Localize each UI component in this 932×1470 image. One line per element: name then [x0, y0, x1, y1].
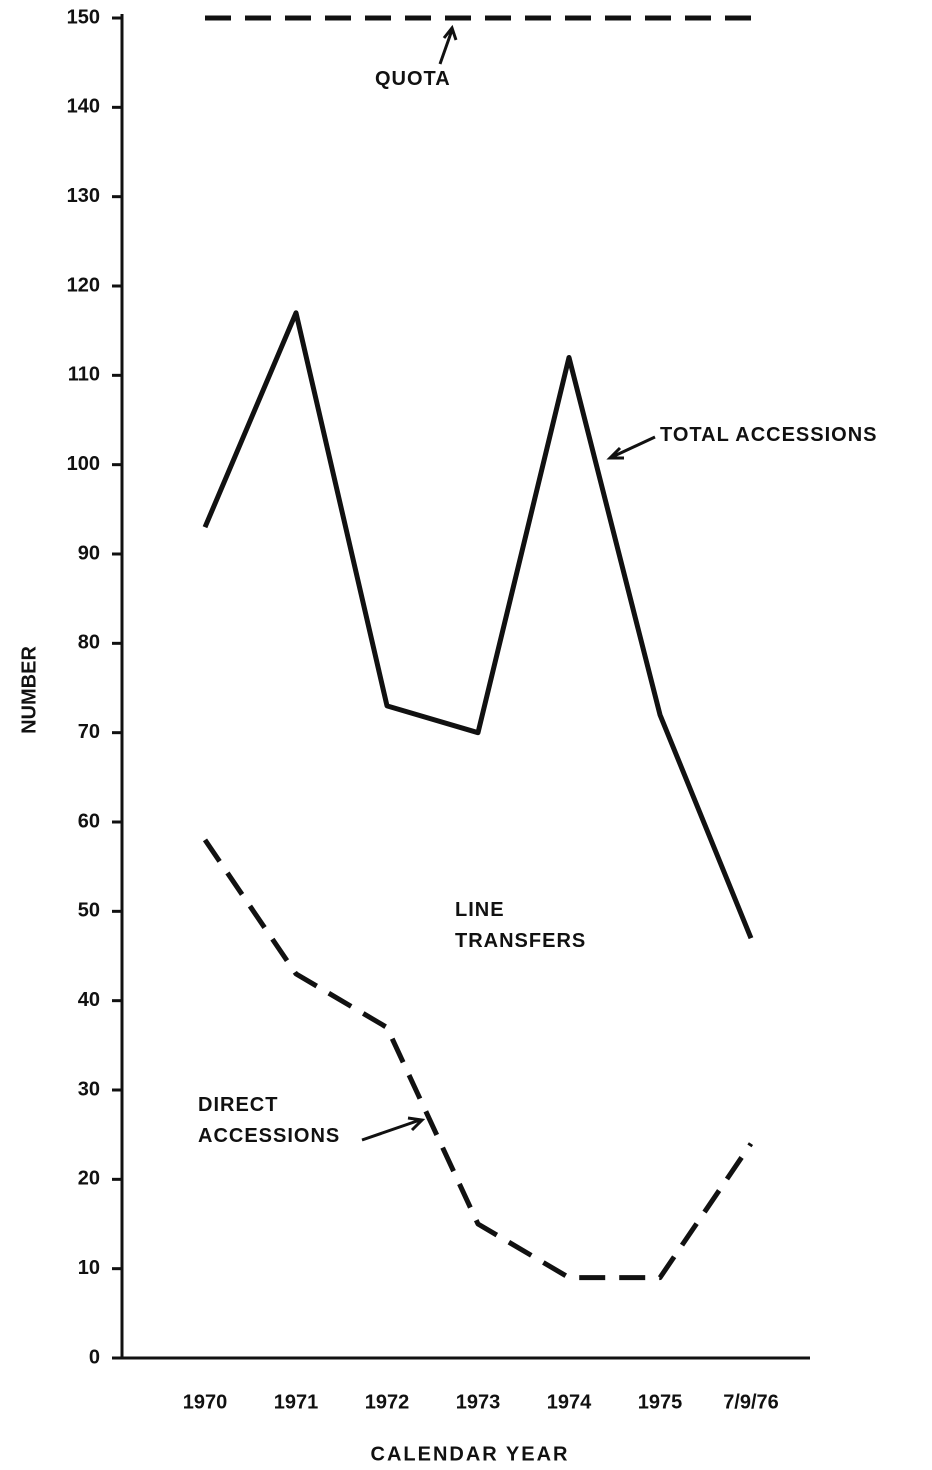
arrow [438, 24, 458, 65]
annotation: LINE TRANSFERS [455, 899, 587, 952]
arrow [361, 1116, 426, 1142]
x-axis-label: CALENDAR YEAR [371, 1443, 570, 1465]
x-tick-label: 1975 [638, 1391, 683, 1413]
x-tick-label: 1974 [547, 1391, 592, 1413]
x-tick-label: 1973 [456, 1391, 501, 1413]
y-tick-label: 0 [89, 1346, 100, 1368]
y-axis-label: NUMBER [18, 646, 40, 734]
x-tick-label: 1971 [274, 1391, 319, 1413]
y-tick-label: 90 [78, 542, 100, 564]
x-tick-label: 1972 [365, 1391, 410, 1413]
y-tick-label: 50 [78, 900, 100, 922]
series-line [202, 310, 754, 940]
y-tick-label: 30 [78, 1078, 100, 1100]
x-tick-label: 7/9/76 [723, 1391, 779, 1413]
y-tick-label: 20 [78, 1168, 100, 1190]
x-tick-label: 1970 [183, 1391, 228, 1413]
y-tick-label: 100 [67, 453, 100, 475]
y-tick-label: 130 [67, 185, 100, 207]
y-tick-label: 10 [78, 1257, 100, 1279]
arrow [606, 435, 656, 460]
y-tick-label: 110 [68, 364, 100, 386]
y-tick-label: 60 [78, 810, 100, 832]
y-tick-label: 120 [67, 274, 100, 296]
y-tick-label: 70 [78, 721, 100, 743]
y-tick-label: 80 [78, 632, 100, 654]
y-tick-label: 150 [67, 6, 100, 28]
legend-label: DIRECT ACCESSIONS [198, 1094, 341, 1147]
y-tick-label: 140 [67, 96, 100, 118]
series-line [202, 838, 754, 1281]
legend-label: QUOTA [375, 68, 451, 90]
y-tick-label: 40 [78, 989, 100, 1011]
legend-label: TOTAL ACCESSIONS [660, 424, 878, 446]
